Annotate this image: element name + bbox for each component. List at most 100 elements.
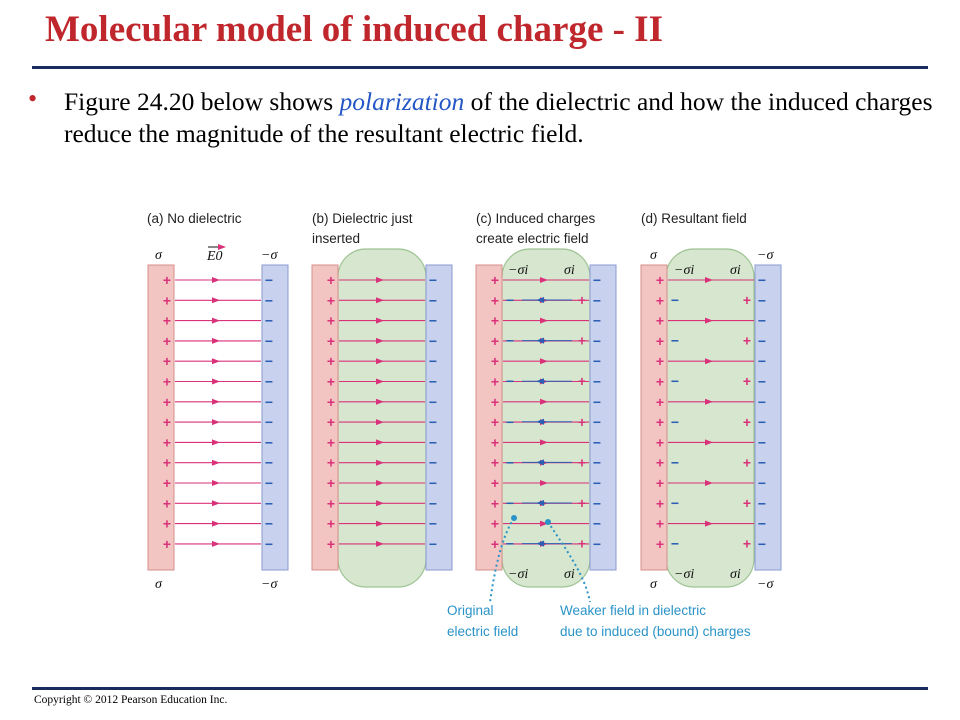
field-arrow — [212, 277, 220, 283]
field-arrow — [212, 378, 220, 385]
callout-weaker-line1: Weaker field in dielectric — [560, 603, 706, 618]
minus-sigma-top-d: −σ — [757, 248, 774, 263]
plate-minus-sign: − — [593, 313, 601, 329]
sigma-top-a: σ — [155, 248, 163, 263]
plate-plus-sign: + — [491, 353, 499, 369]
bullet-prefix: Figure 24.20 below shows — [64, 87, 340, 116]
induced-minus-sign: − — [506, 454, 514, 470]
plate-minus-sign: − — [429, 495, 437, 511]
plate-plus-sign: + — [491, 414, 499, 430]
plate-minus-sign: − — [758, 516, 766, 532]
plate-minus-sign: − — [429, 272, 437, 288]
plate-minus-sign: − — [758, 374, 766, 390]
plate-plus-sign: + — [163, 414, 171, 430]
field-arrow — [212, 358, 220, 365]
plate-plus-sign: + — [491, 333, 499, 349]
plate-plus-sign: + — [656, 475, 664, 491]
induced-plus-sign: + — [743, 536, 751, 552]
induced-plus-sign: + — [578, 536, 586, 552]
field-arrow — [376, 378, 384, 385]
field-arrow — [212, 337, 220, 344]
field-arrow — [376, 500, 384, 507]
plate-plus-sign: + — [656, 313, 664, 329]
positive-plate-d — [640, 264, 668, 571]
field-arrow — [705, 398, 713, 405]
plate-minus-sign: − — [758, 536, 766, 552]
induced-field-arrow — [536, 297, 544, 303]
induced-field-arrow — [536, 540, 544, 547]
plate-plus-sign: + — [327, 374, 335, 390]
induced-field-arrow — [536, 378, 544, 385]
negative-plate-b — [425, 264, 453, 571]
field-arrow — [705, 439, 713, 446]
plate-minus-sign: − — [758, 414, 766, 430]
minus-sigma-i-bottom-c: −σi — [508, 567, 528, 582]
plate-minus-sign: − — [593, 353, 601, 369]
induced-field-arrow — [536, 459, 544, 466]
plate-plus-sign: + — [163, 272, 171, 288]
plate-minus-sign: − — [265, 475, 273, 491]
plate-plus-sign: + — [163, 495, 171, 511]
plate-minus-sign: − — [429, 434, 437, 450]
plate-minus-sign: − — [429, 414, 437, 430]
plate-minus-sign: − — [593, 516, 601, 532]
sigma-i-top-d: σi — [730, 263, 741, 278]
sigma-bottom-d: σ — [650, 577, 658, 592]
plate-plus-sign: + — [656, 414, 664, 430]
induced-plus-sign: + — [578, 454, 586, 470]
induced-plus-sign: + — [578, 333, 586, 349]
plate-minus-sign: − — [593, 455, 601, 471]
plate-minus-sign: − — [265, 495, 273, 511]
plate-minus-sign: − — [758, 353, 766, 369]
panel-b-label-line2: inserted — [312, 231, 360, 246]
plate-plus-sign: + — [656, 374, 664, 390]
plate-minus-sign: − — [265, 333, 273, 349]
plate-plus-sign: + — [163, 516, 171, 532]
field-arrow — [212, 500, 220, 507]
field-arrow — [212, 297, 220, 304]
plate-minus-sign: − — [429, 313, 437, 329]
copyright-notice: Copyright © 2012 Pearson Education Inc. — [34, 694, 228, 706]
plate-plus-sign: + — [491, 394, 499, 410]
plate-minus-sign: − — [265, 434, 273, 450]
plate-minus-sign: − — [265, 353, 273, 369]
induced-minus-sign: − — [671, 495, 679, 511]
plate-minus-sign: − — [265, 414, 273, 430]
field-arrow — [212, 540, 220, 547]
plate-minus-sign: − — [758, 475, 766, 491]
plate-plus-sign: + — [656, 353, 664, 369]
callout-dot-weaker — [545, 519, 551, 525]
plate-minus-sign: − — [758, 333, 766, 349]
plate-plus-sign: + — [491, 495, 499, 511]
plate-plus-sign: + — [656, 455, 664, 471]
plate-plus-sign: + — [327, 475, 335, 491]
plate-plus-sign: + — [327, 353, 335, 369]
induced-minus-sign: − — [671, 414, 679, 430]
plate-minus-sign: − — [593, 434, 601, 450]
sigma-top-d: σ — [650, 248, 658, 263]
plate-minus-sign: − — [429, 292, 437, 308]
field-arrow — [376, 520, 384, 527]
induced-plus-sign: + — [743, 373, 751, 389]
plate-minus-sign: − — [593, 394, 601, 410]
panel-c-label: (c) Induced charges — [476, 211, 596, 226]
panel-c-label-line2: create electric field — [476, 231, 589, 246]
field-arrow — [540, 398, 548, 405]
panel-b-label: (b) Dielectric just — [312, 211, 413, 226]
plate-plus-sign: + — [656, 516, 664, 532]
plate-minus-sign: − — [429, 394, 437, 410]
positive-plate-a — [147, 264, 175, 571]
title-divider — [32, 66, 928, 69]
plate-minus-sign: − — [758, 292, 766, 308]
field-e0-label: E0 — [206, 249, 223, 264]
panel-a-label: (a) No dielectric — [147, 211, 242, 226]
plate-plus-sign: + — [656, 495, 664, 511]
plate-plus-sign: + — [327, 414, 335, 430]
field-arrow — [212, 480, 220, 486]
plate-minus-sign: − — [429, 353, 437, 369]
plate-minus-sign: − — [758, 434, 766, 450]
field-arrow — [376, 277, 384, 283]
negative-plate-c — [589, 264, 617, 571]
plate-minus-sign: − — [758, 313, 766, 329]
